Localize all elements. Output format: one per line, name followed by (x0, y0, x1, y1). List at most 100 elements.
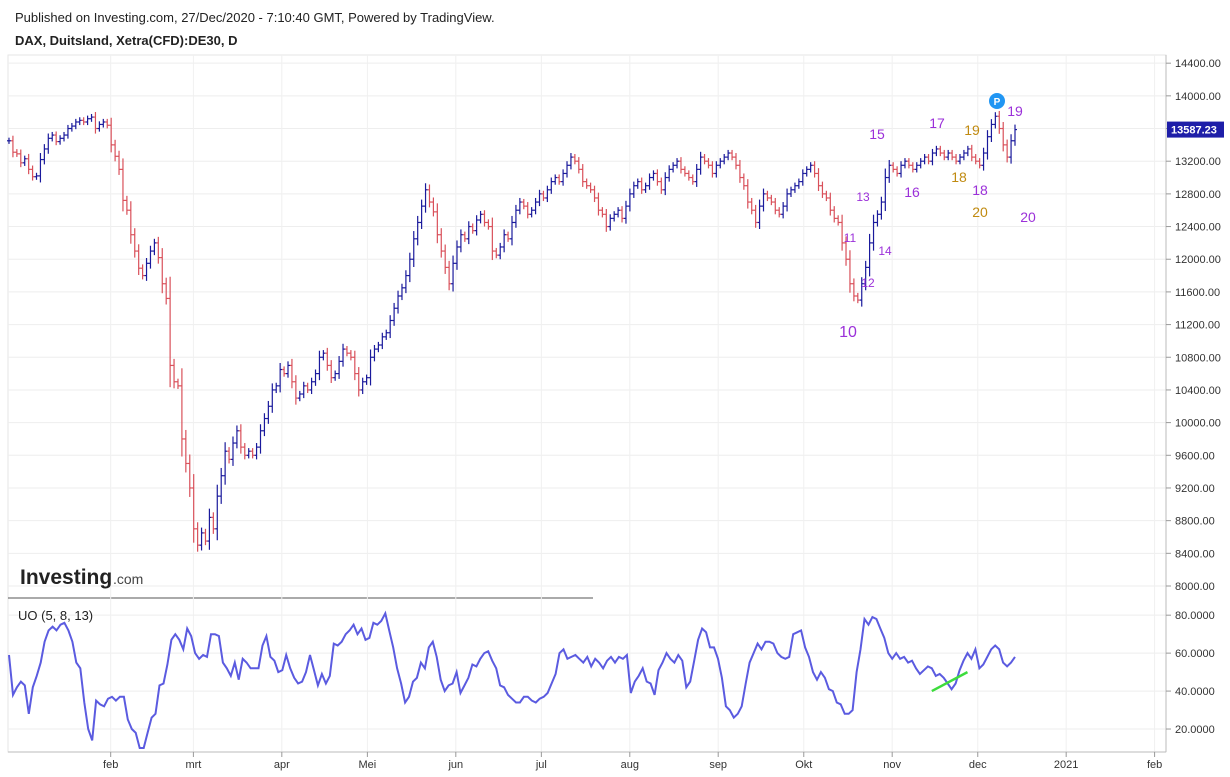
price-bar (462, 231, 467, 242)
price-bar (655, 169, 660, 186)
price-bar (513, 204, 518, 228)
price-bar (384, 329, 389, 340)
price-bar (26, 153, 31, 175)
price-bar (781, 202, 786, 219)
price-bar (671, 162, 676, 173)
price-bar (443, 244, 448, 274)
price-tick-label: 12000.00 (1175, 254, 1221, 266)
price-bar (961, 149, 966, 161)
price-bar (745, 179, 750, 209)
price-bar (447, 260, 452, 291)
price-bar (694, 164, 699, 187)
wave-label: 17 (929, 115, 945, 131)
price-bar (608, 214, 613, 231)
price-bar (584, 178, 589, 189)
price-tick-label: 13200.00 (1175, 156, 1221, 168)
wave-label: 11 (844, 231, 857, 245)
price-bar (757, 199, 762, 230)
price-bar (965, 145, 970, 157)
price-bar (77, 117, 82, 126)
price-bar (187, 454, 192, 497)
published-caption: Published on Investing.com, 27/Dec/2020 … (15, 10, 495, 25)
price-bar (549, 177, 554, 194)
price-bar (533, 197, 538, 215)
month-label: jun (447, 759, 463, 771)
price-bar (847, 250, 852, 293)
last-price-badge (1167, 121, 1224, 138)
price-bar (737, 159, 742, 183)
month-label: feb (1147, 759, 1162, 771)
price-bar (62, 131, 67, 142)
wave-label: 20 (1020, 209, 1036, 225)
price-bar (234, 425, 239, 449)
price-bar (553, 174, 558, 185)
price-bar (399, 283, 404, 301)
price-bar (718, 158, 723, 169)
pivot-marker: P (989, 93, 1005, 109)
price-bar (329, 360, 334, 383)
price-bar (730, 149, 735, 161)
month-label: 2021 (1054, 759, 1078, 771)
price-bar (73, 118, 78, 130)
logo-suffix: .com (113, 571, 143, 587)
price-bar (934, 145, 939, 157)
wave-label: 16 (904, 184, 920, 200)
price-bar (203, 528, 208, 546)
price-bar (1005, 139, 1010, 163)
price-bar (136, 244, 141, 275)
price-tick-label: 10000.00 (1175, 418, 1221, 430)
price-bar (623, 200, 628, 224)
price-bar (81, 117, 86, 126)
price-bar (682, 166, 687, 177)
month-label: jul (535, 759, 547, 771)
uo-trend-line (931, 670, 969, 693)
price-bar (474, 215, 479, 236)
price-bar (254, 443, 259, 460)
price-bar (804, 166, 809, 177)
price-bar (785, 188, 790, 212)
price-bar (117, 150, 122, 175)
price-bar (612, 211, 617, 222)
price-bar (985, 130, 990, 160)
price-bar (258, 424, 263, 454)
price-bar (973, 154, 978, 165)
price-bar (93, 112, 98, 134)
price-bar (572, 154, 577, 165)
price-bar (160, 248, 165, 294)
price-bar (844, 236, 849, 266)
price-bar (659, 177, 664, 194)
price-bar (132, 228, 137, 258)
price-bar (498, 242, 503, 260)
price-bar (1013, 124, 1017, 146)
price-bar (769, 194, 774, 206)
price-bar (741, 173, 746, 190)
price-bar (458, 229, 463, 253)
price-bar (223, 442, 228, 485)
price-bar (891, 162, 896, 173)
price-bar (773, 197, 778, 215)
price-bar (796, 178, 801, 189)
price-bar (22, 155, 27, 166)
price-bar (651, 170, 656, 181)
price-bar (592, 185, 597, 203)
price-bar (957, 154, 962, 165)
price-bar (792, 182, 797, 193)
price-bar (7, 137, 11, 144)
price-bar (431, 197, 436, 217)
price-bar (199, 527, 204, 551)
price-bar (451, 255, 456, 292)
price-bar (54, 131, 59, 146)
wave-label: 12 (861, 276, 875, 290)
price-bar (156, 236, 161, 264)
uo-tick-label: 20.0000 (1175, 724, 1215, 736)
last-price-value: 13587.23 (1171, 125, 1217, 137)
wave-label: 18 (951, 169, 967, 185)
price-bar (211, 512, 216, 534)
price-bar (227, 447, 232, 464)
price-bar (313, 369, 318, 386)
price-bar (997, 110, 1002, 134)
uo-tick-label: 80.0000 (1175, 610, 1215, 622)
price-bar (899, 161, 904, 178)
price-bar (419, 199, 424, 230)
price-bar (364, 374, 369, 385)
